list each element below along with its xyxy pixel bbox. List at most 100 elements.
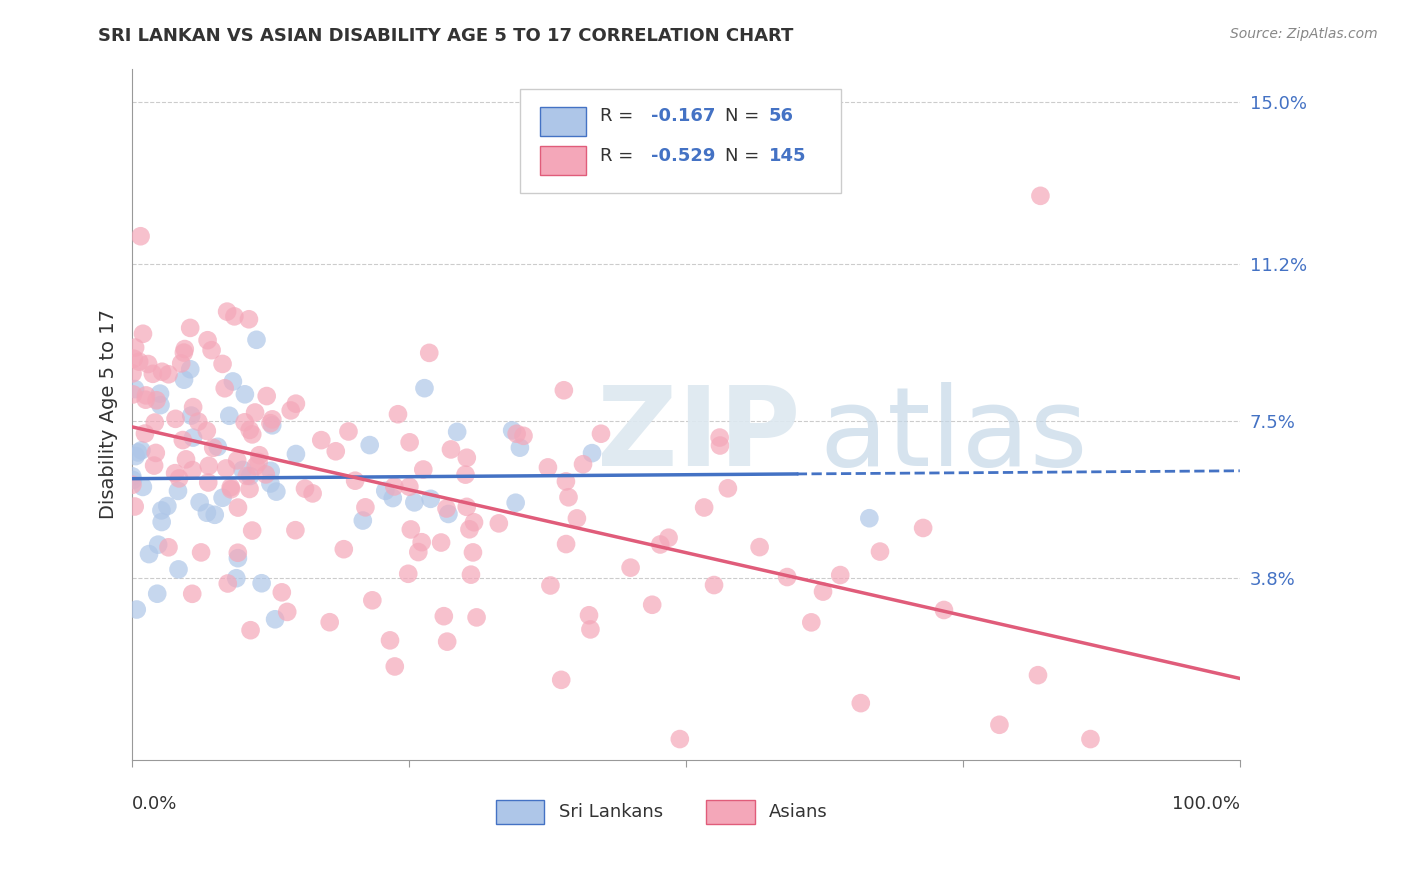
Point xyxy=(1026,668,1049,682)
Point xyxy=(658,531,681,545)
Point xyxy=(565,511,588,525)
Point xyxy=(301,486,323,500)
Point xyxy=(418,346,440,360)
Text: 0.0%: 0.0% xyxy=(132,795,177,813)
Point xyxy=(218,409,240,423)
Point xyxy=(157,541,180,555)
Text: Source: ZipAtlas.com: Source: ZipAtlas.com xyxy=(1230,27,1378,41)
Point xyxy=(454,467,477,482)
Point xyxy=(404,495,426,509)
Point xyxy=(553,384,575,398)
Point xyxy=(709,431,731,445)
Point xyxy=(167,483,190,498)
Point xyxy=(382,479,405,493)
Point xyxy=(150,365,173,379)
Point xyxy=(170,356,193,370)
FancyBboxPatch shape xyxy=(520,89,841,193)
Point xyxy=(398,435,420,450)
Point xyxy=(433,609,456,624)
Point xyxy=(197,475,219,490)
FancyBboxPatch shape xyxy=(540,106,586,136)
Point xyxy=(200,343,222,358)
Point xyxy=(215,461,238,475)
Point xyxy=(121,367,143,381)
Point xyxy=(572,457,595,471)
Point xyxy=(262,412,284,426)
Point xyxy=(912,521,935,535)
Text: atlas: atlas xyxy=(818,382,1087,489)
Point xyxy=(259,416,281,430)
Point xyxy=(135,392,157,407)
Point xyxy=(262,418,284,433)
Point xyxy=(408,545,430,559)
Point xyxy=(849,696,872,710)
Point xyxy=(579,623,602,637)
Point xyxy=(589,426,612,441)
Text: Asians: Asians xyxy=(769,803,828,822)
Point xyxy=(650,537,672,551)
Point xyxy=(461,545,484,559)
Point xyxy=(132,480,155,494)
FancyBboxPatch shape xyxy=(706,800,755,824)
Point xyxy=(173,373,195,387)
Text: R =: R = xyxy=(599,146,638,164)
Point xyxy=(411,535,433,549)
Y-axis label: Disability Age 5 to 17: Disability Age 5 to 17 xyxy=(100,310,118,519)
Point xyxy=(538,578,561,592)
Point xyxy=(239,624,262,638)
Text: N =: N = xyxy=(724,107,765,125)
Text: 56: 56 xyxy=(769,107,794,125)
Point xyxy=(136,357,159,371)
Point xyxy=(134,426,156,441)
Point xyxy=(703,578,725,592)
Point xyxy=(129,229,152,244)
Point xyxy=(225,571,247,585)
Point xyxy=(501,424,523,438)
Point xyxy=(709,438,731,452)
Point xyxy=(124,500,146,514)
Point xyxy=(187,415,209,429)
Point xyxy=(233,387,256,401)
Point xyxy=(555,475,578,489)
Point xyxy=(460,567,482,582)
Point xyxy=(219,483,242,497)
Point xyxy=(238,312,260,326)
Point xyxy=(437,507,460,521)
Point xyxy=(138,547,160,561)
Point xyxy=(509,441,531,455)
Point xyxy=(399,523,422,537)
Text: Sri Lankans: Sri Lankans xyxy=(558,803,662,822)
Point xyxy=(748,540,770,554)
Point xyxy=(555,537,578,551)
Point xyxy=(245,333,267,347)
Point xyxy=(247,455,270,469)
Point xyxy=(195,506,218,520)
Point xyxy=(165,412,187,426)
Point xyxy=(811,584,834,599)
Point xyxy=(217,304,239,318)
Point xyxy=(419,491,441,506)
Point xyxy=(254,467,277,482)
Point xyxy=(165,466,187,480)
Point xyxy=(413,381,436,395)
Point xyxy=(181,400,204,414)
Point xyxy=(250,576,273,591)
Point xyxy=(398,480,420,494)
Point xyxy=(124,449,146,463)
Point xyxy=(121,477,143,491)
Point xyxy=(374,483,396,498)
Point xyxy=(318,615,340,630)
Point xyxy=(693,500,716,515)
Point xyxy=(233,415,256,429)
Point xyxy=(179,362,201,376)
Point xyxy=(359,438,381,452)
Point xyxy=(256,389,278,403)
Point xyxy=(311,433,333,447)
Point xyxy=(1029,189,1052,203)
Point xyxy=(146,587,169,601)
Point xyxy=(620,560,643,574)
Point xyxy=(381,491,404,505)
Point xyxy=(276,605,298,619)
Point xyxy=(344,474,367,488)
Point xyxy=(214,381,236,395)
